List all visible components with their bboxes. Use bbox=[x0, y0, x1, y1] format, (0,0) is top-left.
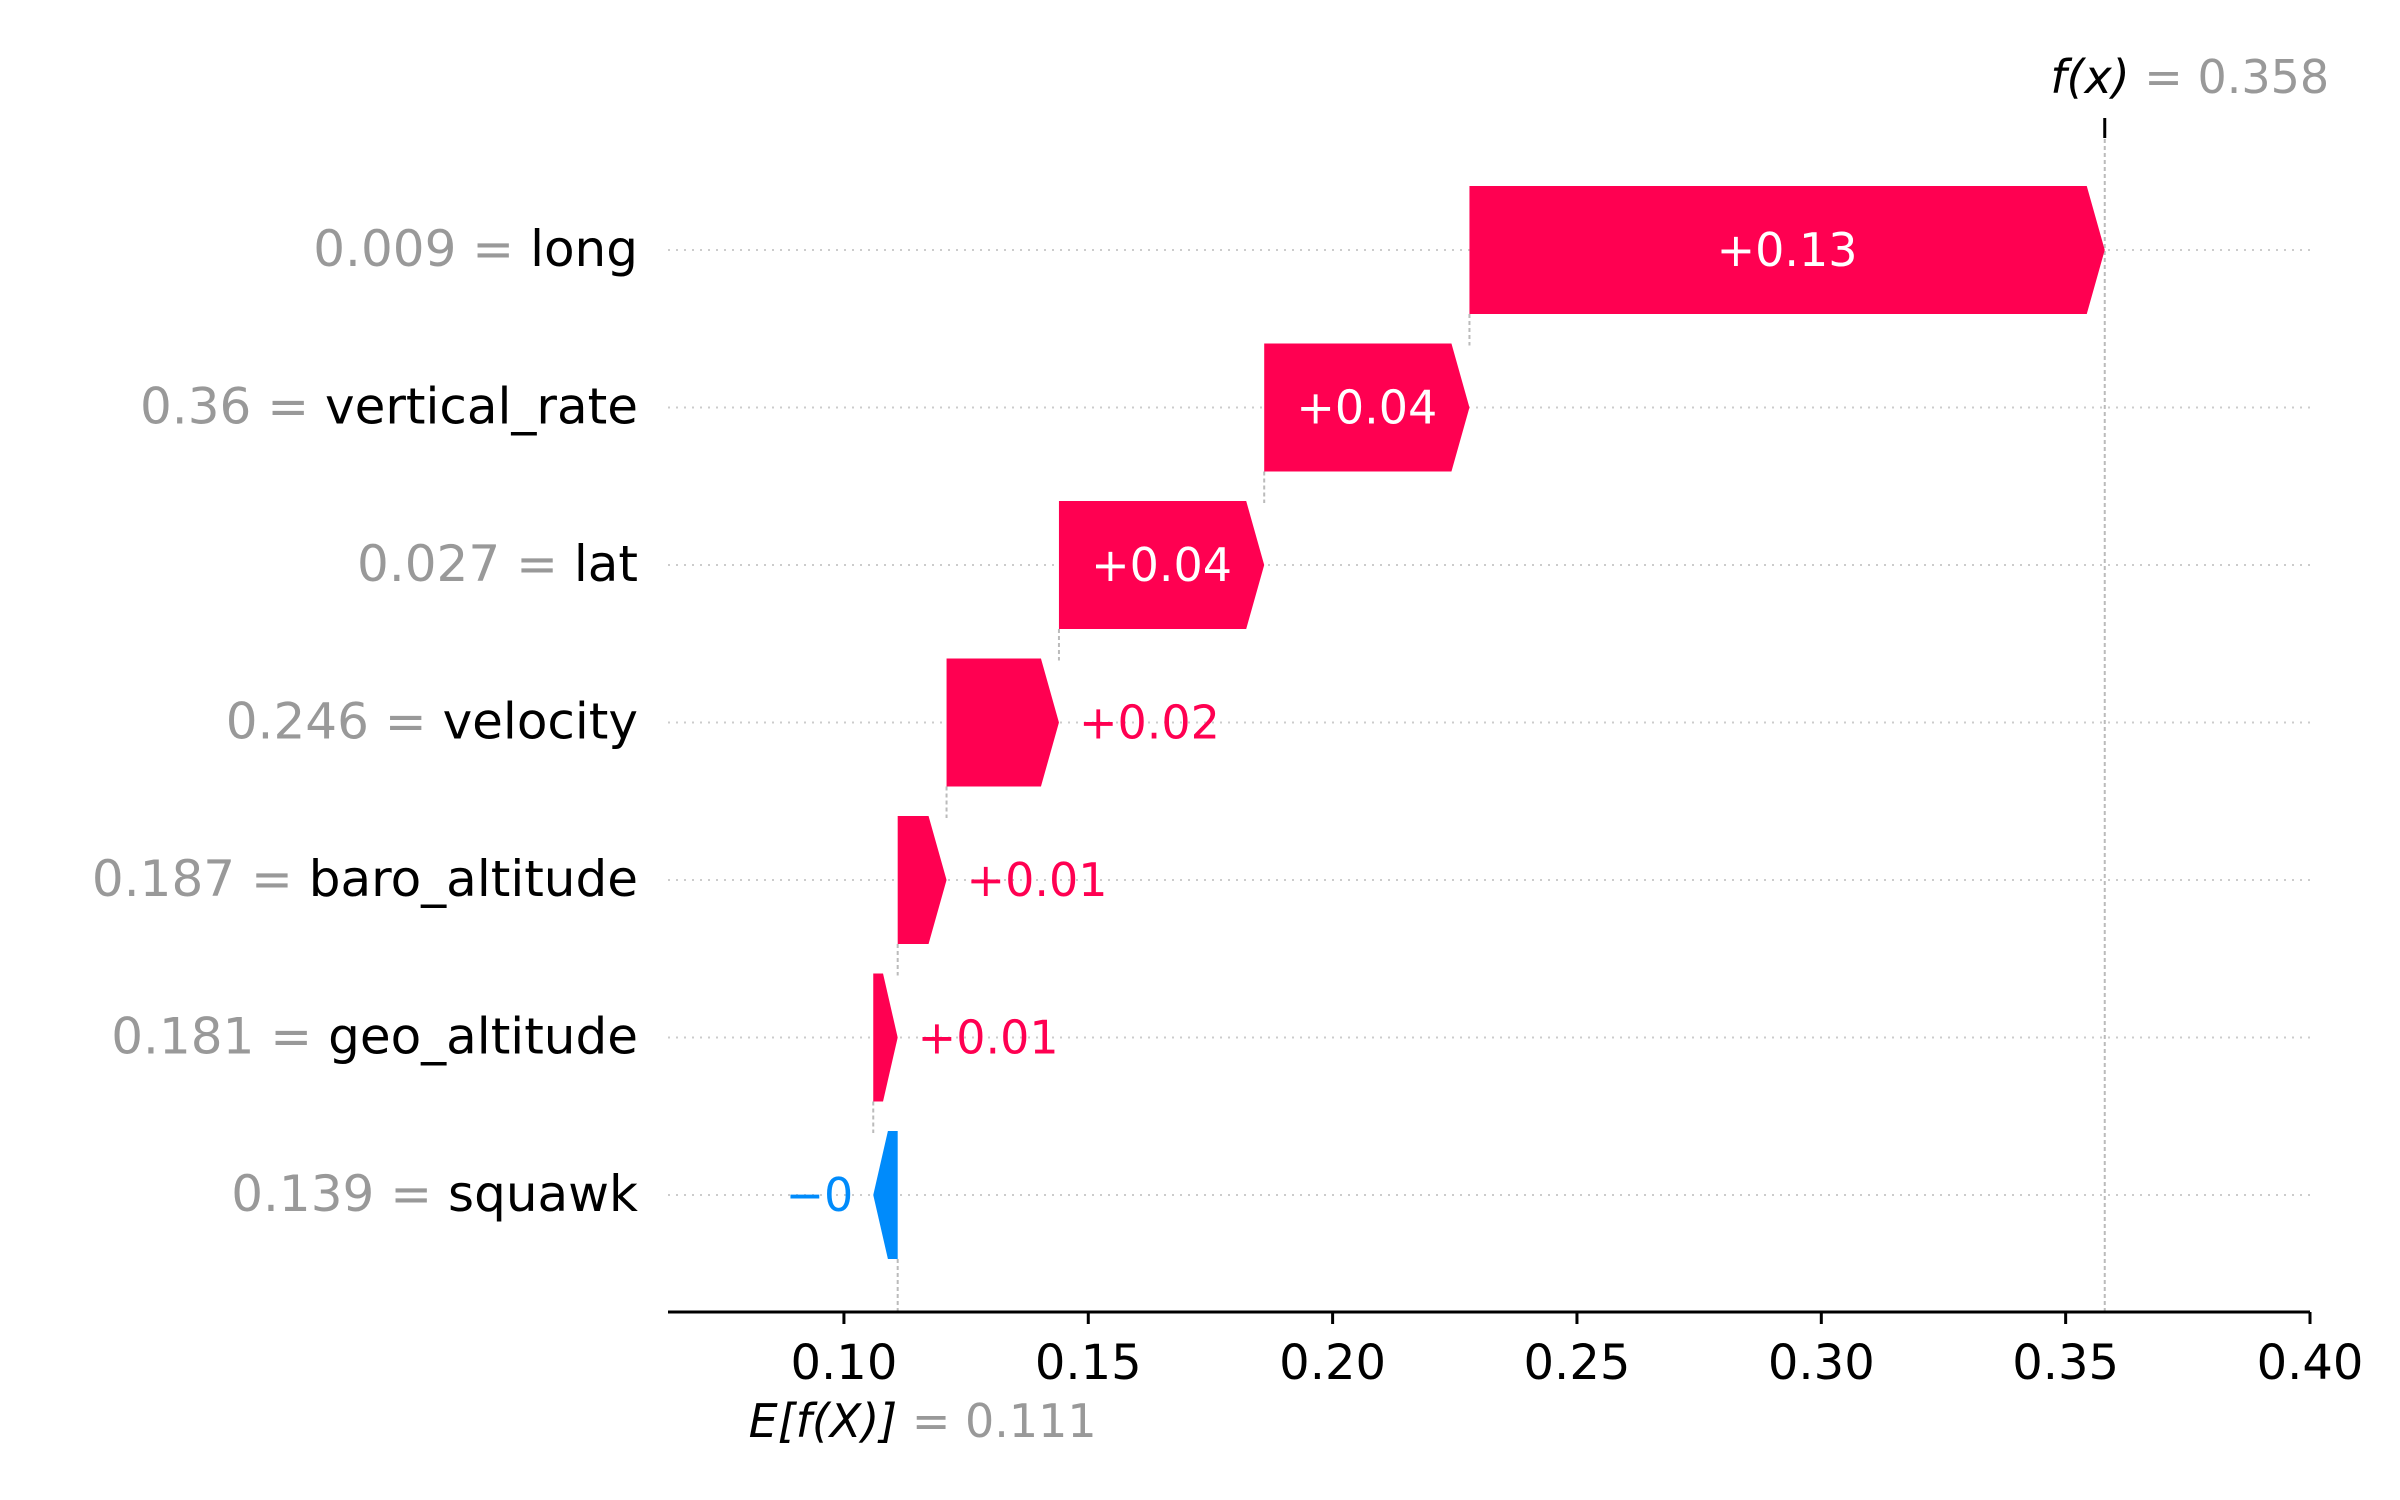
x-tick-label: 0.20 bbox=[1279, 1335, 1386, 1391]
contribution-label: +0.13 bbox=[1717, 223, 1858, 277]
contribution-label: +0.01 bbox=[967, 853, 1108, 907]
feature-value: 0.139 = bbox=[231, 1165, 448, 1223]
contribution-label: +0.01 bbox=[918, 1011, 1059, 1065]
feature-name: squawk bbox=[448, 1165, 638, 1223]
feature-value: 0.187 = bbox=[92, 850, 309, 908]
contribution-bar bbox=[1058, 501, 1265, 629]
feature-label: 0.009 = long bbox=[313, 220, 638, 278]
contribution-bar bbox=[873, 973, 898, 1102]
contribution-label: −0 bbox=[785, 1168, 853, 1222]
label-layer: 0.009 = long +0.13 0.36 = vertical_rate +0.… bbox=[92, 220, 1858, 1223]
feature-name: long bbox=[530, 220, 638, 278]
base-value-label: E[f(X)] = 0.111 bbox=[749, 1394, 1097, 1448]
base-value-number: = 0.111 bbox=[912, 1394, 1097, 1448]
feature-name: baro_altitude bbox=[309, 850, 638, 908]
feature-value: 0.009 = bbox=[313, 220, 530, 278]
feature-value: 0.181 = bbox=[111, 1008, 328, 1066]
feature-name: vertical_rate bbox=[325, 378, 638, 436]
feature-label: 0.246 = velocity bbox=[226, 693, 638, 751]
contribution-bar bbox=[897, 816, 947, 944]
feature-label: 0.36 = vertical_rate bbox=[140, 378, 638, 436]
x-tick-label: 0.30 bbox=[1768, 1335, 1875, 1391]
x-axis: 0.10 0.15 0.20 0.25 0.30 0.35 0.40 E[f(X)] = 0.… bbox=[668, 50, 2363, 1448]
contribution-label: +0.04 bbox=[1091, 538, 1232, 592]
contribution-bar bbox=[1264, 343, 1470, 472]
contribution-label: +0.04 bbox=[1296, 381, 1437, 435]
bar-layer bbox=[873, 186, 2105, 1259]
feature-name: velocity bbox=[443, 693, 638, 751]
contribution-bar bbox=[1469, 186, 2105, 314]
feature-label: 0.139 = squawk bbox=[231, 1165, 638, 1223]
feature-value: 0.246 = bbox=[226, 693, 443, 751]
feature-label: 0.181 = geo_altitude bbox=[111, 1008, 638, 1066]
feature-value: 0.027 = bbox=[357, 535, 574, 593]
contribution-bar bbox=[946, 658, 1059, 787]
contribution-bar bbox=[873, 1131, 898, 1259]
feature-name: lat bbox=[574, 535, 638, 593]
output-value-label: f(x) = 0.358 bbox=[2050, 50, 2329, 104]
contribution-label: +0.02 bbox=[1079, 696, 1220, 750]
output-value-number: = 0.358 bbox=[2144, 50, 2329, 104]
feature-label: 0.187 = baro_altitude bbox=[92, 850, 638, 908]
feature-name: geo_altitude bbox=[328, 1008, 638, 1066]
connector-layer bbox=[872, 132, 2106, 1312]
x-tick-label: 0.10 bbox=[790, 1335, 897, 1391]
feature-value: 0.36 = bbox=[140, 378, 325, 436]
x-tick-label: 0.25 bbox=[1524, 1335, 1631, 1391]
x-tick-label: 0.40 bbox=[2257, 1335, 2364, 1391]
grid-layer bbox=[668, 249, 2310, 1196]
feature-label: 0.027 = lat bbox=[357, 535, 638, 593]
x-tick-label: 0.15 bbox=[1035, 1335, 1142, 1391]
x-tick-label: 0.35 bbox=[2012, 1335, 2119, 1391]
base-value-name: E[f(X)] bbox=[749, 1394, 912, 1448]
output-value-name: f(x) bbox=[2050, 50, 2144, 104]
